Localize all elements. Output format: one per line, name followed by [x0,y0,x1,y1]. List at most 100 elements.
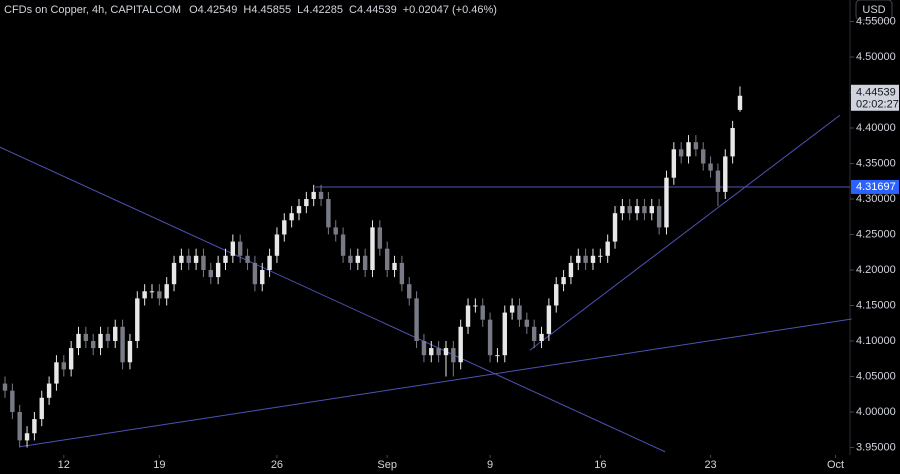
last-price-box [851,84,899,111]
candle-body [149,291,155,293]
x-tick-label: 23 [704,459,716,471]
candle-body [171,262,177,285]
candle-body [517,305,522,320]
candle-body [480,305,485,320]
candle-body [693,142,699,150]
candle-body [230,241,236,256]
candle-body [576,255,581,263]
candle-body [10,390,15,412]
candle-body [311,191,316,199]
candle-body [384,248,390,270]
symbol: CFDs on Copper, 4h, CAPITALCOM O4.42549 H4… [4,4,497,16]
candle-body [561,277,566,285]
candle-body [627,206,632,214]
candle-body [68,348,74,370]
candle-body [708,163,713,171]
y-tick-label: 4.20000 [856,264,896,276]
ohlc-value: 4.42549 [198,4,238,16]
candle-body [554,284,559,306]
countdown: 02:02:27 [856,99,899,111]
candle-body [642,206,647,214]
candle-body [377,227,383,249]
candle-body [465,305,471,327]
x-tick-label: 19 [153,459,165,471]
candle-body [252,262,258,285]
symbol-name: CFDs on Copper, 4h, CAPITALCOM [4,4,181,16]
candle-body [605,241,610,256]
candle-body [223,255,228,263]
candle-body [539,333,544,341]
candle-body [208,269,213,278]
candle-body [193,255,199,263]
candle-body [32,419,37,434]
y-tick-label: 4.50000 [856,51,896,63]
candle-body [83,333,89,341]
candle-body [90,340,96,349]
candle-body [458,326,463,363]
candle-body [24,433,30,441]
candle-body [723,156,728,192]
candle-body [678,149,684,157]
candle-body [436,348,441,356]
last-price-label: 4.44539 [856,87,896,99]
ohlc-label: H [243,4,251,16]
candle-body [201,255,206,270]
candle-body [451,348,456,363]
candle-body [509,305,515,313]
plot [0,86,852,453]
candle-body [664,177,669,228]
trend-line [0,146,666,453]
candle-body [179,255,184,263]
candle-body [583,255,588,263]
y-tick-label: 4.15000 [856,299,896,311]
candle-body [370,227,375,270]
candle-body [340,234,346,256]
candle-body [443,348,449,356]
x-tick-label: 9 [487,459,493,471]
candle-body [113,326,118,341]
candle-body [392,262,397,270]
candle-body [260,269,265,285]
y-tick-label: 4.00000 [856,406,896,418]
candle-body [127,340,133,363]
candle-body [326,198,331,228]
candle-body [730,128,735,157]
candle-body [135,298,140,341]
candle-body [318,191,324,199]
x-tick-label: Oct [827,459,844,471]
candle-body [612,213,618,242]
y-tick-label: 4.35000 [856,157,896,169]
y-tick-label: 4.55000 [856,15,896,27]
ohlc-label: O [189,4,198,16]
candle-body [634,206,640,214]
candle-body [546,305,552,334]
candle-body [429,348,434,356]
candle-body [502,312,507,356]
candle-body [649,206,654,214]
candle-body [421,340,427,356]
candle-body [237,241,243,256]
candle-body [282,220,287,235]
candle-body [215,262,221,278]
candle-body [333,227,338,235]
candle-body [2,383,8,391]
level-box [851,179,899,194]
candle-body [120,326,125,363]
candle-body [620,206,625,214]
currency-label[interactable]: USD [862,4,885,16]
candle-body [531,326,537,341]
candle-body [157,291,162,299]
candle-body [304,198,309,207]
candle-body [671,149,677,178]
y-tick-label: 4.25000 [856,228,896,240]
candle-body [54,362,59,384]
currency-button[interactable] [855,0,893,21]
candle-body [355,255,360,263]
candle-body [105,333,111,341]
candle-body [245,255,250,263]
x-tick-label: 26 [271,459,283,471]
candle-body [61,362,67,370]
candle-body [407,284,412,299]
